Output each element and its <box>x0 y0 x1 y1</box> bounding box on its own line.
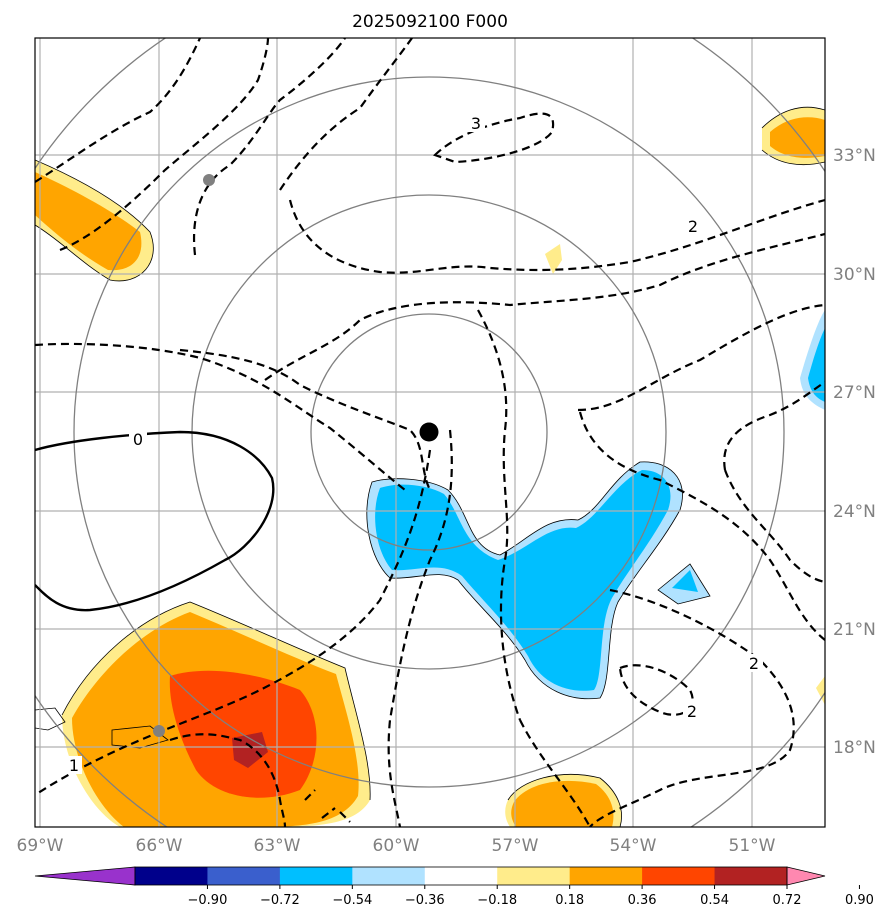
lon-label: 63°W <box>254 836 301 856</box>
map-frame <box>34 37 826 828</box>
contour-labels: 3 2 0 2 2 1 <box>66 114 763 775</box>
colorbar-tick-label: 0.90 <box>845 893 874 908</box>
shade-outlines <box>35 106 825 827</box>
lat-label: 18°N <box>833 738 876 758</box>
colorbar-tick-label: −0.54 <box>332 893 372 908</box>
dashed-contours <box>35 38 825 827</box>
colorbar-tick-label: −0.36 <box>405 893 445 908</box>
lat-label: 24°N <box>833 502 876 522</box>
colorbar-tick-label: 0.72 <box>773 893 802 908</box>
colorbar-tick-label: −0.90 <box>188 893 228 908</box>
colorbar-tick-label: 0.18 <box>555 893 584 908</box>
colorbar-extend-high <box>786 866 826 886</box>
longitude-labels: 69°W 66°W 63°W 60°W 57°W 54°W 51°W <box>17 836 776 856</box>
map-title: 2025092100 F000 <box>352 12 508 32</box>
colorbar-cell <box>642 867 716 885</box>
storm-center-marker <box>419 422 439 442</box>
colorbar-cell <box>714 867 788 885</box>
station-marker-north <box>203 174 215 186</box>
colorbar-cell <box>424 867 498 885</box>
latitude-labels: 33°N 30°N 27°N 24°N 21°N 18°N <box>833 146 876 758</box>
lon-label: 54°W <box>610 836 657 856</box>
colorbar-frame <box>134 866 788 886</box>
positive-anomaly-south <box>505 774 622 827</box>
colorbar-extend-low <box>34 866 136 886</box>
colorbar-cell <box>352 867 426 885</box>
colorbar-tick-label: 0.36 <box>628 893 657 908</box>
colorbar-tick-label: −0.18 <box>477 893 517 908</box>
contour-label-0: 0 <box>133 430 143 449</box>
station-marker-south <box>153 725 165 737</box>
colorbar-tick-label: 0.54 <box>700 893 729 908</box>
contour-label-2-southeast: 2 <box>749 654 759 673</box>
positive-anomaly-northeast <box>545 107 825 274</box>
contour-label-2-east: 2 <box>688 217 698 236</box>
lon-label: 51°W <box>729 836 776 856</box>
colorbar-cell <box>207 867 281 885</box>
colorbar-cell <box>279 867 353 885</box>
lon-label: 60°W <box>373 836 420 856</box>
colorbar-cell <box>497 867 571 885</box>
lon-label: 69°W <box>17 836 64 856</box>
colorbar-cell <box>569 867 643 885</box>
contour-label-3: 3 <box>471 114 481 133</box>
contour-label-2-south: 2 <box>687 702 697 721</box>
colorbar-cell <box>135 867 208 885</box>
lat-label: 21°N <box>833 620 876 640</box>
lat-label: 30°N <box>833 265 876 285</box>
lon-label: 66°W <box>136 836 183 856</box>
colorbar-tick-label: −0.72 <box>260 893 300 908</box>
lon-label: 57°W <box>492 836 539 856</box>
colorbar: −0.90 −0.72 −0.54 −0.36 −0.18 0.18 0.36 0.54 0.7… <box>34 866 874 908</box>
contour-label-1: 1 <box>69 756 79 775</box>
lat-label: 27°N <box>833 383 876 403</box>
lat-label: 33°N <box>833 146 876 166</box>
